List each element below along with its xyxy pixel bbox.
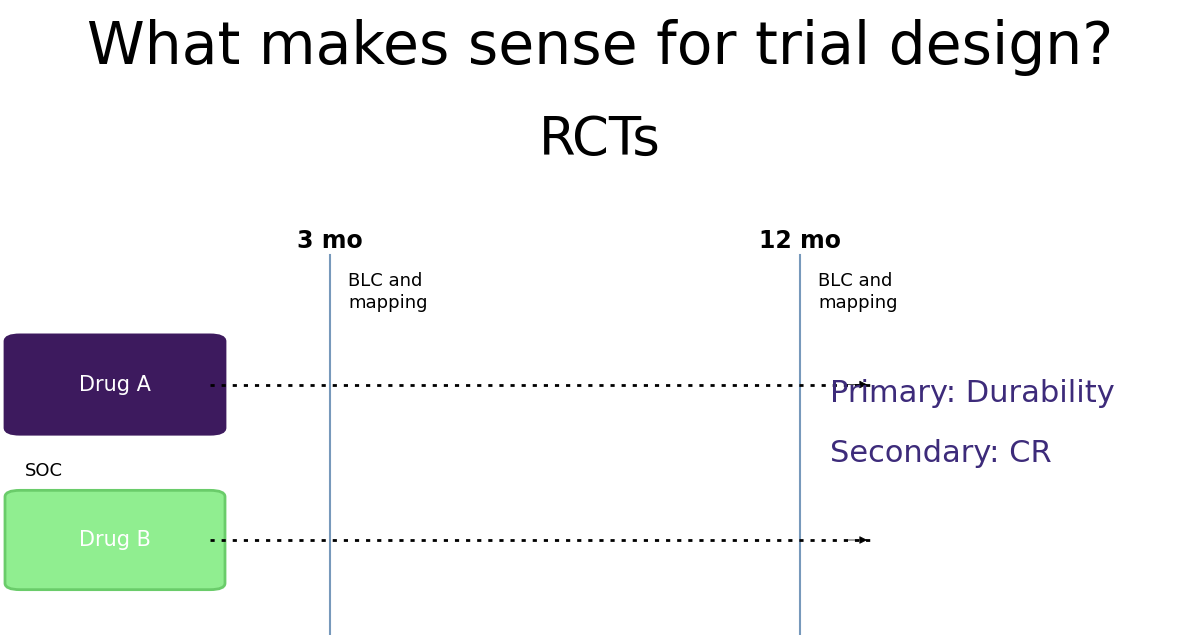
FancyBboxPatch shape (5, 490, 226, 590)
FancyBboxPatch shape (5, 335, 226, 434)
Text: Secondary: CR: Secondary: CR (830, 439, 1051, 468)
Text: BLC and
mapping: BLC and mapping (818, 272, 898, 312)
Text: 3 mo: 3 mo (298, 229, 362, 253)
Text: BLC and
mapping: BLC and mapping (348, 272, 427, 312)
Text: Primary: Durability: Primary: Durability (830, 378, 1115, 408)
Text: What makes sense for trial design?: What makes sense for trial design? (86, 19, 1114, 76)
Text: SOC: SOC (25, 462, 64, 479)
Text: Drug B: Drug B (79, 530, 151, 550)
Text: 12 mo: 12 mo (760, 229, 841, 253)
Text: RCTs: RCTs (539, 114, 661, 166)
Text: Drug A: Drug A (79, 375, 151, 394)
